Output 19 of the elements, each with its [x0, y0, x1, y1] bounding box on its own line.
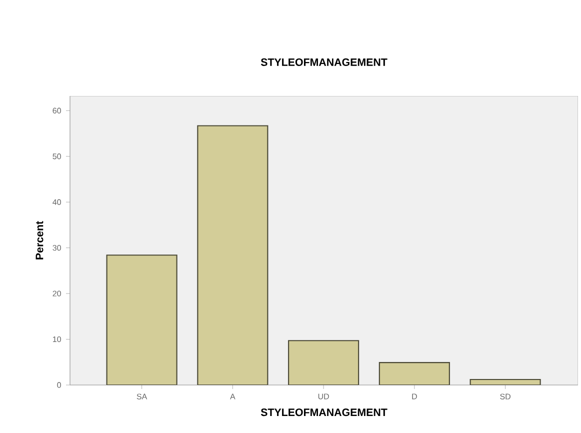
- y-tick-label: 40: [52, 199, 61, 205]
- y-tick-label: 20: [52, 290, 61, 296]
- x-tick-label: UD: [318, 394, 329, 400]
- x-axis-title: STYLEOFMANAGEMENT: [260, 408, 388, 416]
- x-tick-label: D: [412, 394, 417, 400]
- bar: [378, 362, 450, 385]
- y-tick-label: 50: [52, 154, 61, 160]
- y-axis-title: Percent: [36, 221, 44, 260]
- x-tick-label: SA: [136, 394, 148, 400]
- chart-title: STYLEOFMANAGEMENT: [260, 58, 388, 66]
- y-tick-label: 10: [53, 336, 61, 342]
- bar: [288, 340, 360, 385]
- bar: [106, 254, 178, 385]
- y-tick-label: 30: [52, 244, 61, 251]
- x-tick-label: A: [230, 394, 236, 400]
- x-tick-label: SD: [500, 394, 510, 400]
- y-tick-label: 60: [52, 108, 61, 114]
- y-tick-label: 0: [57, 382, 61, 388]
- bar: [197, 125, 268, 385]
